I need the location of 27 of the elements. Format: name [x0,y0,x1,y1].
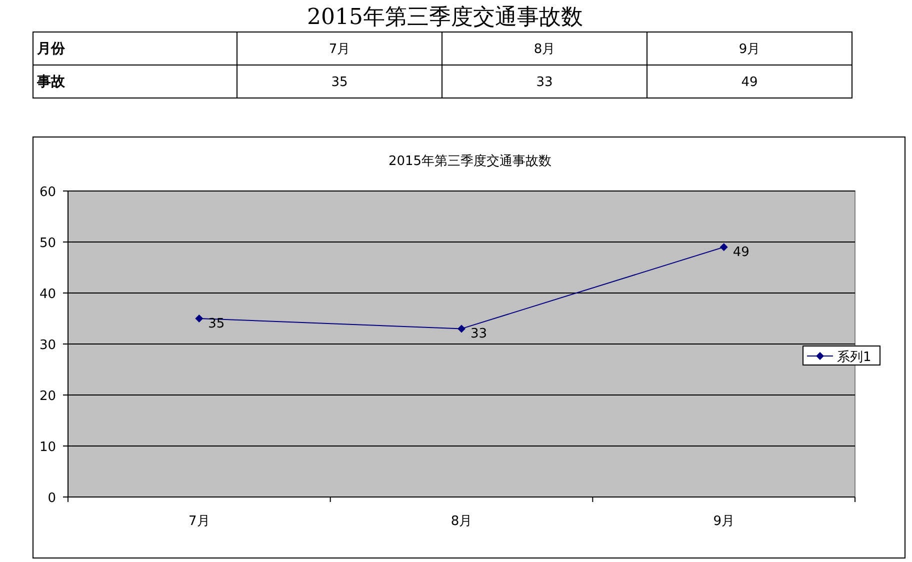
y-tick-label: 40 [39,287,56,302]
data-label: 49 [732,245,750,260]
chart-title: 2015年第三季度交通事故数 [388,153,552,169]
y-tick-label: 20 [39,389,56,404]
point [720,243,728,252]
text: 33 [536,75,553,90]
point [458,324,466,333]
text: 49 [741,75,758,90]
legend-label: 系列1 [837,350,872,365]
point [195,314,204,322]
y-tick-label: 30 [39,338,56,353]
y-tick-label: 10 [39,440,56,455]
text: 2015年第三季度交通事故数 [307,5,583,30]
y-tick-label: 50 [39,236,56,251]
text: 事故 [36,74,66,90]
category-label: 7月 [328,42,350,57]
data-label: 33 [470,326,488,342]
x-tick-label: 9月 [713,514,734,529]
category-label: 8月 [534,42,556,57]
y-tick-label: 0 [48,491,56,506]
data-label: 35 [208,316,225,332]
text: 月份 [36,41,66,57]
text: 35 [331,75,348,90]
y-tick-label: 60 [39,185,56,200]
x-tick-label: 7月 [188,514,210,529]
category-label: 9月 [738,42,760,57]
x-tick-label: 8月 [450,514,472,529]
